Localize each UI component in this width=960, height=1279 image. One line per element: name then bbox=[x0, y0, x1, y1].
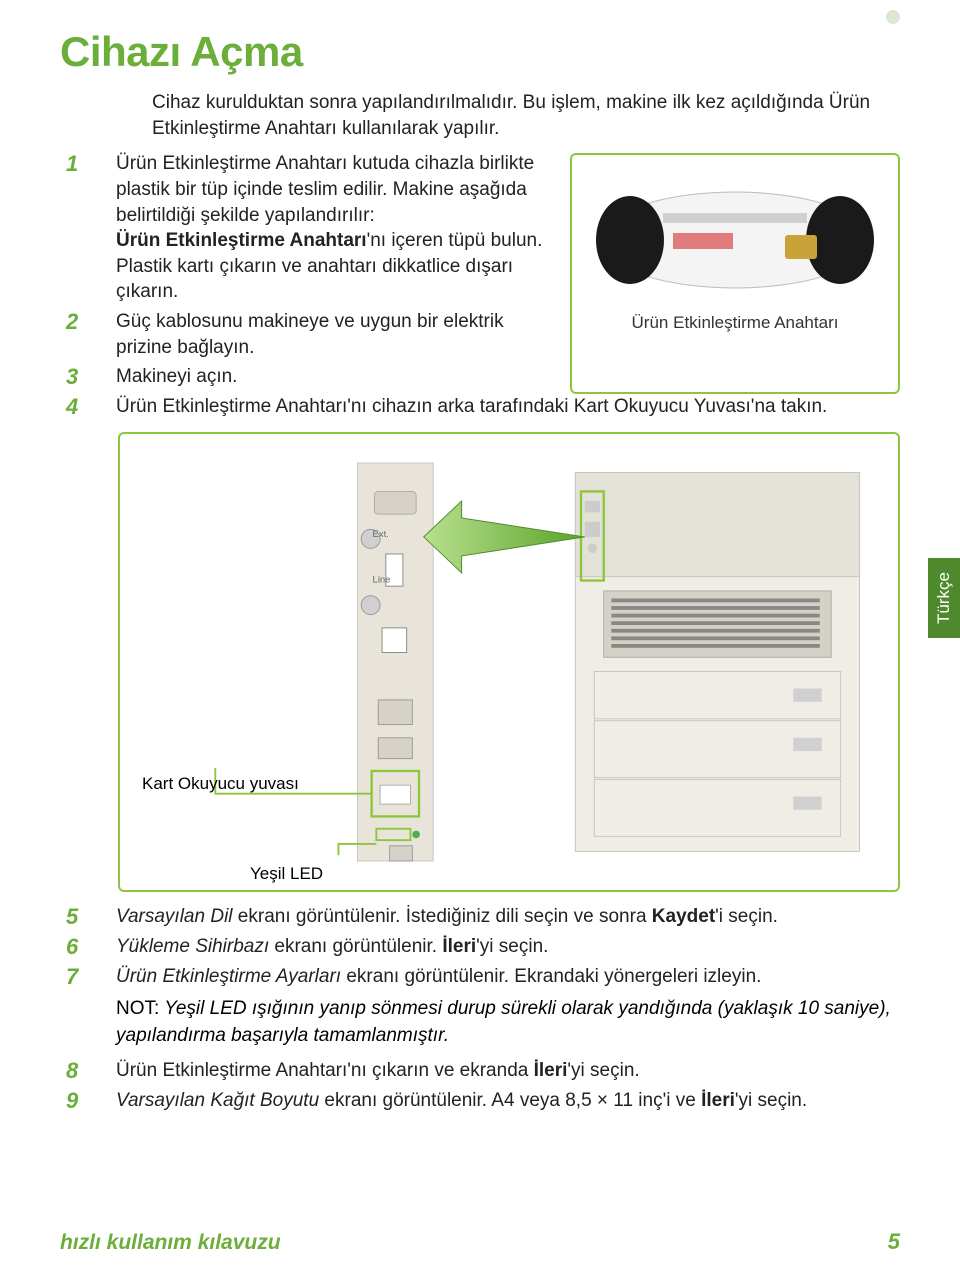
page-title: Cihazı Açma bbox=[60, 28, 900, 76]
step-9: 9 Varsayılan Kağıt Boyutu ekranı görüntü… bbox=[60, 1088, 900, 1114]
step-number: 6 bbox=[60, 934, 116, 960]
step-number: 8 bbox=[60, 1058, 116, 1084]
step1-pre: Ürün Etkinleştirme Anahtarı kutuda cihaz… bbox=[116, 153, 534, 225]
step-text: Ürün Etkinleştirme Anahtarı'nı cihazın a… bbox=[116, 394, 900, 420]
s8-post: 'yi seçin. bbox=[567, 1060, 639, 1081]
s9-mid: ekranı görüntülenir. A4 veya 8,5 × 11 in… bbox=[319, 1090, 701, 1111]
note-block: NOT: Yeşil LED ışığının yanıp sönmesi du… bbox=[116, 996, 900, 1049]
s8-bold: İleri bbox=[534, 1060, 568, 1081]
s9-post: 'yi seçin. bbox=[735, 1090, 807, 1111]
s5-mid: ekranı görüntülenir. İstediğiniz dili se… bbox=[233, 906, 652, 927]
step-text: Yükleme Sihirbazı ekranı görüntülenir. İ… bbox=[116, 934, 900, 960]
step-text: Ürün Etkinleştirme Anahtarı kutuda cihaz… bbox=[116, 151, 550, 305]
step-8: 8 Ürün Etkinleştirme Anahtarı'nı çıkarın… bbox=[60, 1058, 900, 1084]
step-text: Varsayılan Kağıt Boyutu ekranı görüntüle… bbox=[116, 1088, 900, 1114]
page-number: 5 bbox=[888, 1229, 900, 1255]
s5-ital: Varsayılan Dil bbox=[116, 906, 233, 927]
step-number: 7 bbox=[60, 964, 116, 990]
s6-ital: Yükleme Sihirbazı bbox=[116, 936, 269, 957]
step-4: 4 Ürün Etkinleştirme Anahtarı'nı cihazın… bbox=[60, 394, 900, 420]
key-figure: Ürün Etkinleştirme Anahtarı bbox=[570, 153, 900, 394]
page-footer: hızlı kullanım kılavuzu 5 bbox=[60, 1229, 900, 1255]
step-2: 2 Güç kablosunu makineye ve uygun bir el… bbox=[60, 309, 550, 360]
s6-mid: ekranı görüntülenir. bbox=[269, 936, 442, 957]
step-number: 5 bbox=[60, 904, 116, 930]
step1-bold: Ürün Etkinleştirme Anahtarı bbox=[116, 230, 367, 251]
note-text: Yeşil LED ışığının yanıp sönmesi durup s… bbox=[116, 998, 891, 1046]
key-figure-caption: Ürün Etkinleştirme Anahtarı bbox=[580, 313, 890, 333]
s5-bold: Kaydet bbox=[652, 906, 715, 927]
footer-title: hızlı kullanım kılavuzu bbox=[60, 1231, 281, 1255]
s7-ital: Ürün Etkinleştirme Ayarları bbox=[116, 966, 341, 987]
intro-text: Cihaz kurulduktan sonra yapılandırılmalı… bbox=[152, 90, 900, 141]
s6-post: 'yi seçin. bbox=[476, 936, 548, 957]
step-number: 9 bbox=[60, 1088, 116, 1114]
step-6: 6 Yükleme Sihirbazı ekranı görüntülenir.… bbox=[60, 934, 900, 960]
s9-ital: Varsayılan Kağıt Boyutu bbox=[116, 1090, 319, 1111]
step-text: Varsayılan Dil ekranı görüntülenir. İste… bbox=[116, 904, 900, 930]
svg-text:Ext.: Ext. bbox=[373, 529, 389, 540]
step-text: Güç kablosunu makineye ve uygun bir elek… bbox=[116, 309, 550, 360]
language-tab: Türkçe bbox=[928, 558, 960, 638]
s9-bold: İleri bbox=[701, 1090, 735, 1111]
product-key-icon bbox=[585, 165, 885, 305]
step-7: 7 Ürün Etkinleştirme Ayarları ekranı gör… bbox=[60, 964, 900, 990]
step-text: Ürün Etkinleştirme Anahtarı'nı çıkarın v… bbox=[116, 1058, 900, 1084]
green-led-label: Yeşil LED bbox=[250, 864, 323, 884]
step-number: 2 bbox=[60, 309, 116, 335]
s7-post: ekranı görüntülenir. Ekrandaki yönergele… bbox=[341, 966, 761, 987]
note-label: NOT: bbox=[116, 998, 159, 1019]
s6-bold: İleri bbox=[442, 936, 476, 957]
step-1: 1 Ürün Etkinleştirme Anahtarı kutuda cih… bbox=[60, 151, 550, 305]
s5-post: 'i seçin. bbox=[715, 906, 778, 927]
machine-illustration-icon: Ext. Line bbox=[130, 444, 888, 880]
step-3: 3 Makineyi açın. bbox=[60, 364, 550, 390]
svg-text:Line: Line bbox=[373, 575, 391, 586]
step-text: Ürün Etkinleştirme Ayarları ekranı görün… bbox=[116, 964, 900, 990]
card-reader-label: Kart Okuyucu yuvası bbox=[142, 774, 299, 794]
step-number: 3 bbox=[60, 364, 116, 390]
corner-dot bbox=[886, 10, 900, 24]
step-text: Makineyi açın. bbox=[116, 364, 550, 390]
step-number: 1 bbox=[60, 151, 116, 177]
step-5: 5 Varsayılan Dil ekranı görüntülenir. İs… bbox=[60, 904, 900, 930]
step-number: 4 bbox=[60, 394, 116, 420]
machine-figure: Ext. Line bbox=[118, 432, 900, 892]
s8-pre: Ürün Etkinleştirme Anahtarı'nı çıkarın v… bbox=[116, 1060, 534, 1081]
